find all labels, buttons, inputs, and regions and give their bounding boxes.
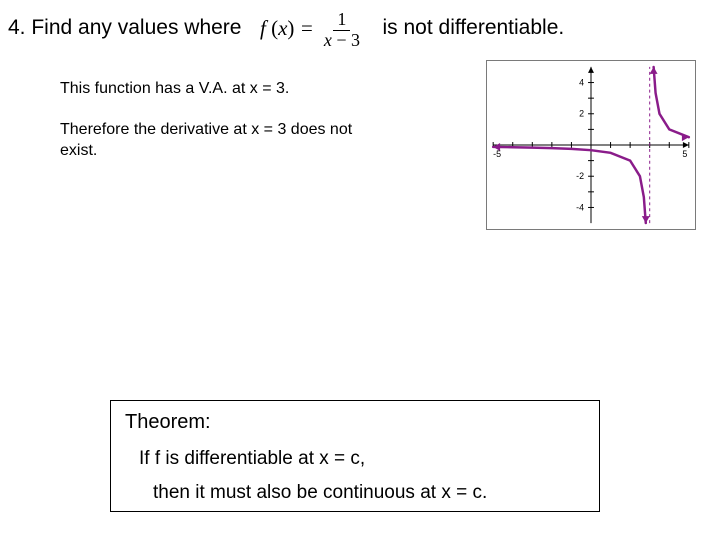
graph: -55-4-224	[486, 60, 696, 230]
svg-text:-2: -2	[576, 171, 584, 181]
svg-text:-4: -4	[576, 202, 584, 212]
theorem-box: Theorem: If f is differentiable at x = c…	[110, 400, 600, 512]
explanation-line-1: This function has a V.A. at x = 3.	[60, 80, 289, 98]
svg-text:4: 4	[579, 78, 584, 88]
theorem-title: Theorem:	[125, 411, 585, 434]
question-suffix: is not differentiable.	[382, 16, 564, 40]
fraction: 1 x − 3	[320, 10, 364, 51]
theorem-line-2: then it must also be continuous at x = c…	[153, 482, 585, 504]
explanation-line-2: Therefore the derivative at x = 3 does n…	[60, 120, 370, 162]
question: 4. Find any values where f (x) = 1 x − 3…	[8, 8, 712, 49]
equation: f (x) = 1 x − 3	[249, 8, 374, 49]
question-prefix: Find any values where	[31, 16, 241, 40]
svg-text:5: 5	[682, 149, 687, 159]
svg-text:2: 2	[579, 109, 584, 119]
question-number: 4.	[8, 16, 26, 40]
theorem-line-1: If f is differentiable at x = c,	[139, 448, 585, 470]
